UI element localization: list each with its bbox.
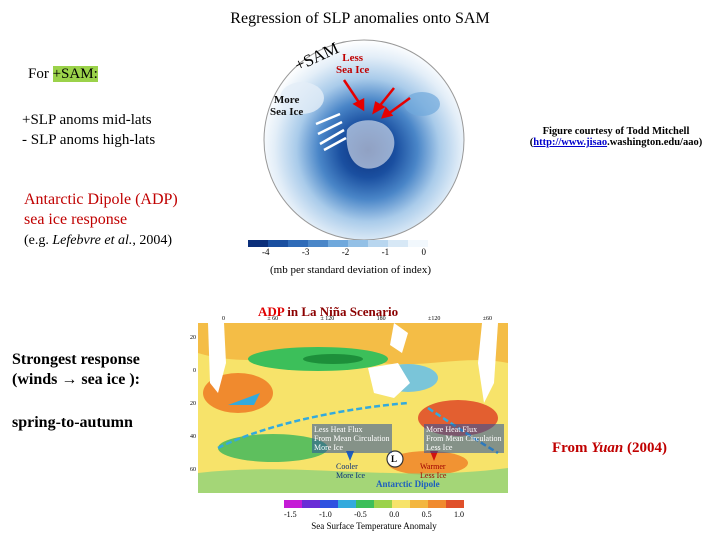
adp-line1: Antarctic Dipole (ADP): [24, 191, 178, 208]
polar-tick: -1: [381, 247, 390, 257]
sst-tick: 0.0: [389, 510, 400, 519]
circulation-arrow: [217, 401, 409, 450]
less-sea-ice-label: Less Sea Ice: [336, 52, 370, 76]
red-arrows: [342, 79, 411, 119]
anomaly-blob: [404, 92, 440, 116]
credit: Figure courtesy of Todd Mitchell (http:/…: [516, 126, 716, 148]
lon-tick: ±60: [482, 316, 492, 322]
sst-colorbar-strip: [284, 500, 464, 508]
sst-tick: 0.5: [421, 510, 432, 519]
sst-cool-patch: [218, 434, 328, 462]
lat-tick: 0: [193, 368, 196, 374]
from-yuan: From Yuan (2004): [552, 440, 667, 457]
lon-ticks: 0 ± 60 ± 120 180 ±120 ±60: [222, 316, 492, 322]
sst-tick: -0.5: [354, 510, 367, 519]
adp-header-dark: in La Niña Scenario: [284, 304, 399, 319]
adp-sst-map: [198, 323, 508, 493]
low-label: L: [391, 454, 398, 464]
reference: (e.g. Lefebvre et al., 2004): [24, 233, 172, 249]
sst-warm-patch: [388, 451, 468, 475]
sst-tick: -1.0: [319, 510, 332, 519]
wind-arrow: [228, 393, 260, 405]
from-yuan-prefix: From: [552, 440, 592, 456]
anomaly-blob: [280, 82, 324, 114]
sst-tick: -1.5: [284, 510, 297, 519]
cooler-arrow: [346, 451, 354, 461]
credit-link[interactable]: http://www.jisao: [533, 137, 608, 148]
credit-line2: (http://www.jisao.washington.edu/aao): [516, 137, 716, 148]
polar-slp-map: [263, 39, 465, 241]
more-heat-flux-box: More Heat Flux From Mean Circulation Les…: [424, 424, 504, 453]
white-arrows: [315, 112, 347, 152]
from-yuan-author: Yuan: [591, 440, 624, 456]
antarctica-shape: [346, 120, 395, 169]
credit-rest: .washington.edu/aao): [607, 137, 703, 148]
less-heat-flux-box: Less Heat Flux From Mean Circulation Mor…: [312, 424, 392, 453]
strongest-line1: Strongest response: [12, 351, 140, 368]
lon-tick: 180: [376, 316, 386, 322]
for-sam-highlight: +SAM:: [52, 66, 98, 82]
continent-africa: [208, 323, 226, 393]
slp-line1: +SLP anoms mid-lats: [22, 112, 152, 128]
for-sam-label: For +SAM:: [28, 66, 98, 83]
lon-tick: ± 60: [267, 316, 279, 322]
adp-header-red: ADP: [258, 304, 284, 319]
sst-southern-band: [198, 468, 508, 493]
adp-line2: sea ice response: [24, 211, 128, 228]
lat-ticks: 20 0 20 40 60: [186, 322, 196, 487]
sst-colorbar: [284, 500, 464, 508]
strongest-text: Strongest response (winds → sea ice ):: [12, 350, 140, 390]
adp-map-header: ADP in La Niña Scenario: [258, 304, 398, 320]
antarctic-dipole-label: Antarctic Dipole: [376, 479, 440, 489]
polar-colorbar-strip: [248, 240, 448, 247]
from-yuan-year: (2004): [623, 440, 668, 456]
polar-tick: -2: [341, 247, 350, 257]
cooler-label: Cooler More Ice: [336, 462, 366, 480]
sst-cool-core: [303, 354, 363, 364]
low-pressure-center: [386, 450, 404, 468]
warmer-arrow: [430, 451, 438, 461]
slp-text: +SLP anoms mid-lats - SLP anoms high-lat…: [22, 110, 155, 150]
lat-tick: 60: [190, 467, 196, 473]
lat-tick: 20: [190, 335, 196, 341]
polar-colorbar-ticks: -4 -3 -2 -1 0: [248, 247, 448, 257]
sst-colorbar-ticks: -1.5 -1.0 -0.5 0.0 0.5 1.0: [284, 510, 464, 519]
ref-italic: Lefebvre et al.: [52, 233, 133, 248]
continent-islands: [390, 323, 408, 353]
lat-tick: 20: [190, 401, 196, 407]
polar-tick: -3: [301, 247, 310, 257]
continent-south-america: [478, 323, 498, 403]
polar-colorbar-caption: (mb per standard deviation of index): [270, 264, 431, 276]
slp-line2: - SLP anoms high-lats: [22, 132, 156, 148]
ref-prefix: (e.g.: [24, 233, 53, 248]
adp-text: Antarctic Dipole (ADP) sea ice response: [24, 190, 178, 230]
sst-tick: 1.0: [453, 510, 464, 519]
strongest-line2: (winds → sea ice ):: [12, 371, 140, 388]
season-text: spring-to-autumn: [12, 414, 133, 431]
lon-tick: 0: [222, 316, 225, 322]
lon-tick: ±120: [428, 316, 441, 322]
warmer-label: Warmer Less Ice: [420, 462, 447, 480]
ref-suffix: , 2004): [132, 233, 173, 248]
more-sea-ice-label: More Sea Ice: [270, 94, 304, 118]
polar-tick: 0: [421, 247, 427, 257]
continent-australia: [368, 363, 410, 398]
polar-tick: -4: [262, 247, 270, 257]
credit-line1: Figure courtesy of Todd Mitchell: [542, 126, 690, 137]
page-title: Regression of SLP anomalies onto SAM: [230, 10, 490, 27]
lat-tick: 40: [190, 434, 196, 440]
for-sam-prefix: For: [28, 66, 53, 82]
polar-colorbar: -4 -3 -2 -1 0: [248, 240, 448, 257]
sst-colorbar-caption: Sea Surface Temperature Anomaly: [311, 521, 437, 531]
lon-tick: ± 120: [320, 316, 335, 322]
credit-paren: (: [529, 137, 534, 148]
